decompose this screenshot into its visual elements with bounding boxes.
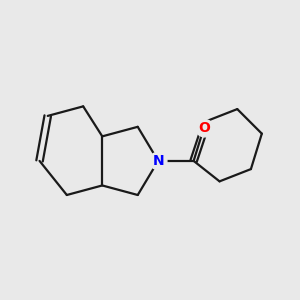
Circle shape: [149, 152, 167, 169]
Text: N: N: [152, 154, 164, 168]
Circle shape: [196, 119, 213, 137]
Text: O: O: [199, 121, 211, 135]
